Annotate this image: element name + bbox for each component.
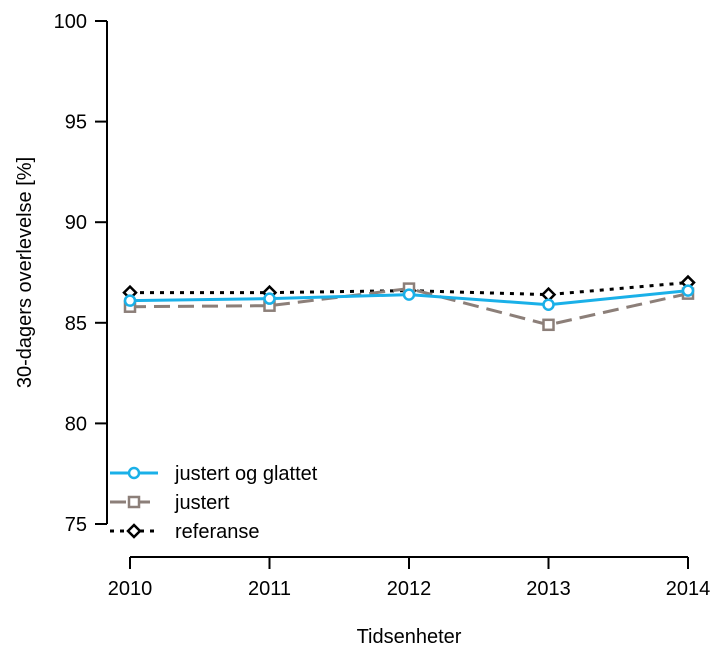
legend-label: justert og glattet — [174, 463, 318, 485]
data-point — [263, 292, 276, 305]
series-line — [129, 287, 689, 327]
y-tick-label: 80 — [65, 413, 87, 435]
series-justert-og-glattet — [123, 284, 695, 311]
legend-item: justert — [110, 492, 230, 514]
data-point — [542, 298, 555, 311]
data-point — [681, 284, 695, 297]
data-point — [542, 318, 555, 332]
y-axis-title: 30-dagers overlevelse [%] — [14, 157, 36, 388]
x-axis-title: Tidsenheter — [357, 626, 462, 648]
x-tick-label: 2010 — [108, 578, 153, 600]
legend-label: referanse — [175, 521, 260, 543]
series-line — [130, 281, 689, 297]
y-tick-label: 75 — [65, 514, 87, 536]
y-tick-label: 85 — [65, 313, 87, 335]
series-layer — [122, 274, 696, 332]
x-tick-label: 2011 — [248, 578, 291, 600]
x-tick-label: 2013 — [526, 578, 571, 600]
data-point — [123, 294, 137, 307]
y-tick-label: 90 — [65, 212, 87, 234]
x-axis: 2010 2011 2012 2013 2014 — [108, 556, 711, 600]
legend-label: justert — [174, 492, 230, 514]
legend-item: justert og glattet — [110, 463, 318, 485]
x-tick-label: 2014 — [666, 578, 711, 600]
legend: justert og glattet justert referanse — [110, 463, 318, 543]
legend-swatch-marker — [126, 523, 142, 539]
x-tick-label: 2012 — [387, 578, 432, 600]
legend-swatch-marker — [127, 466, 141, 480]
y-tick-label: 100 — [54, 11, 87, 33]
legend-item: referanse — [110, 521, 260, 543]
y-axis: 75 80 85 90 95 100 — [54, 11, 108, 536]
legend-swatch-marker — [127, 495, 141, 509]
y-tick-label: 95 — [65, 112, 87, 134]
data-point — [402, 288, 416, 301]
